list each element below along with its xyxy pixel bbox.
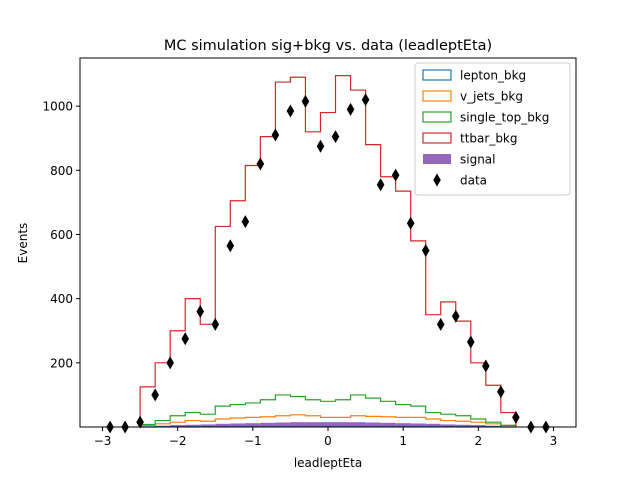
legend-label-single-top-bkg: single_top_bkg <box>460 111 549 125</box>
signal-bar <box>380 422 396 427</box>
signal-bar <box>395 423 411 427</box>
data-points-layer <box>106 93 550 434</box>
signal-bar <box>290 422 306 427</box>
signal-bar <box>335 422 351 427</box>
legend-box <box>414 62 571 196</box>
legend-swatch-signal <box>423 154 451 164</box>
y-tick-label: 800 <box>50 164 73 178</box>
legend: lepton_bkg v_jets_bkg single_top_bkg ttbar_… <box>414 62 571 196</box>
data-point <box>421 244 430 258</box>
data-point <box>482 359 490 373</box>
plot-area <box>106 75 550 434</box>
data-point <box>466 335 475 349</box>
data-point <box>166 356 174 370</box>
legend-swatch-ttbar-bkg <box>422 132 452 144</box>
data-point <box>136 415 144 429</box>
data-point <box>301 94 310 108</box>
x-tick-label: 1 <box>399 434 407 448</box>
signal-bar <box>245 423 261 427</box>
data-point <box>226 239 235 253</box>
v-jets-bkg-histogram <box>139 414 517 427</box>
data-point <box>196 304 205 318</box>
data-point <box>497 385 505 399</box>
axes: −3 −2 −1 0 1 2 3 200 400 600 800 1000 <box>42 57 577 448</box>
legend-label-lepton-bkg: lepton_bkg <box>460 69 526 83</box>
data-point <box>331 130 340 144</box>
legend-swatch-single-top-bkg <box>422 111 452 123</box>
signal-bar <box>455 424 471 427</box>
legend-label-data: data <box>460 174 487 188</box>
x-tick-label: −3 <box>94 434 112 448</box>
x-tick-label: 2 <box>474 434 482 448</box>
signal-bar <box>185 424 201 427</box>
data-point <box>256 157 265 171</box>
data-point <box>406 216 415 230</box>
signal-bar <box>410 423 426 427</box>
signal-bar <box>305 422 321 427</box>
signal-bar <box>230 423 246 427</box>
y-tick-label: 200 <box>50 356 73 370</box>
legend-data-marker <box>433 173 441 187</box>
x-axis-label: leadleptEta <box>294 456 362 470</box>
chart-title: MC simulation sig+bkg vs. data (leadlept… <box>164 38 492 54</box>
signal-bar <box>170 425 186 427</box>
data-point <box>451 309 460 323</box>
data-point <box>241 215 250 229</box>
x-tick-label: 3 <box>550 434 558 448</box>
signal-bar <box>365 422 381 427</box>
legend-swatch-lepton-bkg <box>422 69 452 81</box>
data-point <box>346 102 355 116</box>
signal-bar <box>260 422 276 427</box>
data-point <box>376 178 385 192</box>
legend-label-v-jets-bkg: v_jets_bkg <box>460 90 523 104</box>
signal-bar <box>425 423 441 427</box>
x-tick-label: 0 <box>324 434 332 448</box>
x-tick-label: −2 <box>169 434 187 448</box>
legend-label-ttbar-bkg: ttbar_bkg <box>460 132 518 146</box>
data-point <box>512 410 520 424</box>
data-point <box>271 128 280 142</box>
signal-bar <box>320 422 336 427</box>
legend-swatch-v-jets-bkg <box>422 90 452 102</box>
data-point <box>316 139 325 153</box>
data-point <box>436 317 445 331</box>
data-point <box>211 317 220 331</box>
y-tick-label: 400 <box>50 292 73 306</box>
signal-bar <box>200 424 216 427</box>
single-top-bkg-histogram <box>139 394 517 427</box>
signal-bar <box>350 422 366 427</box>
x-tick-label: −1 <box>244 434 262 448</box>
signal-bar <box>215 423 231 427</box>
data-point <box>286 104 295 118</box>
data-point <box>181 332 190 346</box>
data-point <box>151 388 159 402</box>
signal-bar <box>440 424 456 427</box>
data-point <box>391 168 400 182</box>
y-tick-label: 1000 <box>42 100 73 114</box>
data-point <box>361 93 370 107</box>
y-axis-label: Events <box>16 223 30 264</box>
signal-bar <box>470 425 486 427</box>
legend-label-signal: signal <box>460 153 496 167</box>
signal-bar <box>275 422 291 427</box>
y-tick-label: 600 <box>50 228 73 242</box>
